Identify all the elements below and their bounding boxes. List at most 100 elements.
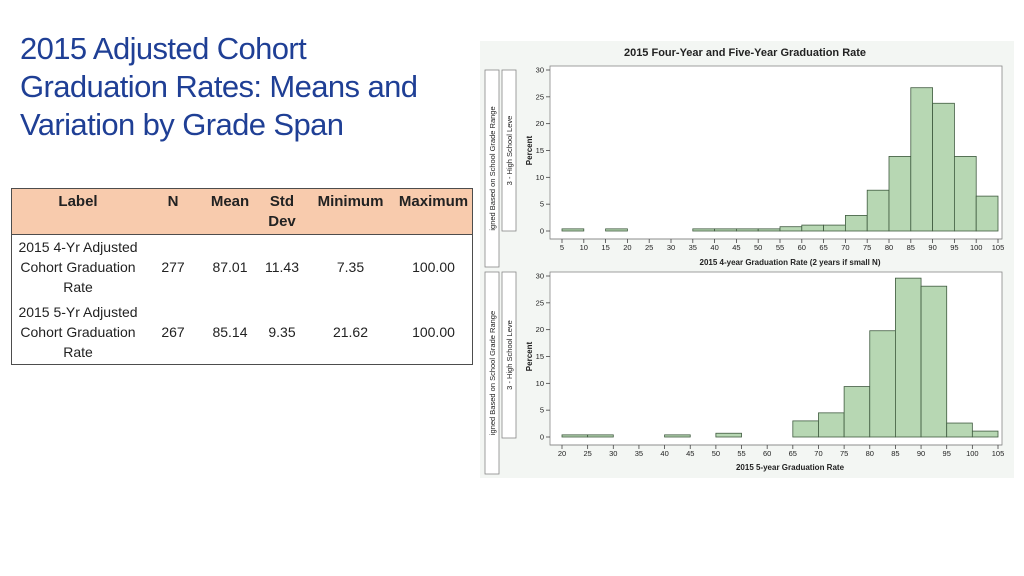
table-row: 2015 4-Yr Adjusted Cohort Graduation Rat… bbox=[12, 235, 473, 300]
histogram-bar bbox=[561, 228, 585, 232]
histogram-bar bbox=[664, 434, 691, 438]
x-axis-label: 2015 4-year Graduation Rate (2 years if … bbox=[700, 258, 881, 267]
table-row: 2015 5-Yr Adjusted Cohort Graduation Rat… bbox=[12, 300, 473, 365]
row-std-dev: 11.43 bbox=[265, 259, 299, 276]
y-tick-label: 5 bbox=[540, 200, 544, 209]
x-tick-label: 65 bbox=[789, 449, 797, 458]
histogram-bar bbox=[561, 434, 589, 438]
header-minimum: Minimum bbox=[306, 188, 395, 235]
summary-stats-table: Label N Mean Std Dev Minimum Maximum 201… bbox=[11, 188, 473, 365]
y-tick-label: 30 bbox=[536, 66, 544, 75]
row-n: 267 bbox=[161, 323, 185, 340]
x-tick-label: 105 bbox=[992, 449, 1005, 458]
histogram-bar bbox=[888, 156, 912, 232]
histogram-bar bbox=[792, 420, 819, 438]
header-n: N bbox=[144, 188, 202, 235]
histogram-bar bbox=[818, 412, 845, 438]
row-maximum: 100.00 bbox=[412, 323, 455, 340]
header-mean: Mean bbox=[202, 188, 258, 235]
slide-title-line: 2015 Adjusted Cohort bbox=[20, 31, 307, 66]
outer-strip-box bbox=[484, 69, 500, 268]
x-tick-label: 55 bbox=[776, 243, 784, 252]
x-tick-label: 40 bbox=[710, 243, 718, 252]
histogram-bar bbox=[714, 228, 737, 232]
inner-strip-box bbox=[501, 69, 517, 232]
histogram-bar bbox=[605, 228, 628, 232]
x-tick-label: 85 bbox=[891, 449, 899, 458]
histogram-bar bbox=[866, 189, 890, 232]
x-tick-label: 100 bbox=[966, 449, 979, 458]
histogram-bar bbox=[946, 422, 973, 438]
y-tick-label: 25 bbox=[536, 92, 544, 101]
y-axis-label: Percent bbox=[525, 341, 534, 371]
outer-strip-label: igned Based on School Grade Range bbox=[488, 106, 497, 230]
row-label: 2015 5-Yr Adjusted Cohort Graduation Rat… bbox=[18, 303, 138, 360]
histogram-bar bbox=[823, 224, 846, 232]
histogram-bar bbox=[953, 156, 977, 232]
histogram-bar bbox=[779, 226, 803, 232]
x-tick-label: 75 bbox=[840, 449, 848, 458]
histogram-bar bbox=[920, 285, 948, 438]
x-tick-label: 25 bbox=[645, 243, 653, 252]
header-maximum: Maximum bbox=[395, 188, 473, 235]
y-tick-label: 0 bbox=[540, 433, 544, 442]
histogram-bar bbox=[843, 386, 871, 438]
histogram-bar bbox=[910, 87, 933, 232]
x-tick-label: 90 bbox=[917, 449, 925, 458]
y-tick-label: 20 bbox=[536, 119, 544, 128]
y-tick-label: 15 bbox=[536, 352, 544, 361]
x-tick-label: 60 bbox=[798, 243, 806, 252]
x-tick-label: 45 bbox=[732, 243, 740, 252]
x-tick-label: 100 bbox=[970, 243, 983, 252]
outer-strip-label: igned Based on School Grade Range bbox=[488, 311, 497, 435]
x-tick-label: 55 bbox=[737, 449, 745, 458]
x-tick-label: 30 bbox=[667, 243, 675, 252]
x-tick-label: 65 bbox=[819, 243, 827, 252]
histogram-bar bbox=[801, 224, 824, 232]
row-maximum: 100.00 bbox=[412, 259, 455, 276]
row-label: 2015 4-Yr Adjusted Cohort Graduation Rat… bbox=[18, 239, 138, 296]
x-tick-label: 105 bbox=[992, 243, 1005, 252]
histogram-svg: 2015 Four-Year and Five-Year Graduation … bbox=[484, 47, 1005, 475]
x-tick-label: 95 bbox=[950, 243, 958, 252]
x-tick-label: 35 bbox=[635, 449, 643, 458]
inner-strip-label: 3 - High School Leve bbox=[505, 116, 514, 186]
header-label: Label bbox=[11, 188, 144, 235]
x-tick-label: 10 bbox=[580, 243, 588, 252]
histogram-bar bbox=[869, 330, 896, 438]
x-tick-label: 60 bbox=[763, 449, 771, 458]
y-tick-label: 10 bbox=[536, 379, 544, 388]
row-mean: 85.14 bbox=[212, 323, 248, 340]
header-std-dev: Std Dev bbox=[258, 188, 306, 235]
x-tick-label: 85 bbox=[907, 243, 915, 252]
histogram-bar bbox=[587, 434, 614, 438]
outer-strip-box bbox=[484, 271, 500, 475]
histogram-bar bbox=[715, 432, 742, 438]
x-axis-label: 2015 5-year Graduation Rate bbox=[736, 463, 845, 472]
row-minimum: 7.35 bbox=[336, 259, 365, 276]
x-tick-label: 45 bbox=[686, 449, 694, 458]
y-tick-label: 10 bbox=[536, 173, 544, 182]
x-tick-label: 80 bbox=[885, 243, 893, 252]
histogram-bar bbox=[895, 277, 922, 438]
x-tick-label: 70 bbox=[841, 243, 849, 252]
x-tick-label: 5 bbox=[560, 243, 564, 252]
x-tick-label: 95 bbox=[943, 449, 951, 458]
y-tick-label: 5 bbox=[540, 406, 544, 415]
histogram-bar bbox=[971, 430, 999, 438]
row-n: 277 bbox=[161, 259, 185, 276]
x-tick-label: 20 bbox=[623, 243, 631, 252]
x-tick-label: 80 bbox=[866, 449, 874, 458]
inner-strip-label: 3 - High School Leve bbox=[505, 320, 514, 390]
x-tick-label: 75 bbox=[863, 243, 871, 252]
y-axis-label: Percent bbox=[525, 135, 534, 165]
slide-title-line: Graduation Rates: Means and bbox=[20, 69, 418, 104]
x-tick-label: 25 bbox=[583, 449, 591, 458]
x-tick-label: 70 bbox=[814, 449, 822, 458]
histogram-bar bbox=[975, 195, 999, 232]
slide-title-line: Variation by Grade Span bbox=[20, 107, 344, 142]
y-tick-label: 30 bbox=[536, 272, 544, 281]
histogram-figure: 2015 Four-Year and Five-Year Graduation … bbox=[480, 41, 1014, 478]
x-tick-label: 90 bbox=[928, 243, 936, 252]
y-tick-label: 20 bbox=[536, 325, 544, 334]
